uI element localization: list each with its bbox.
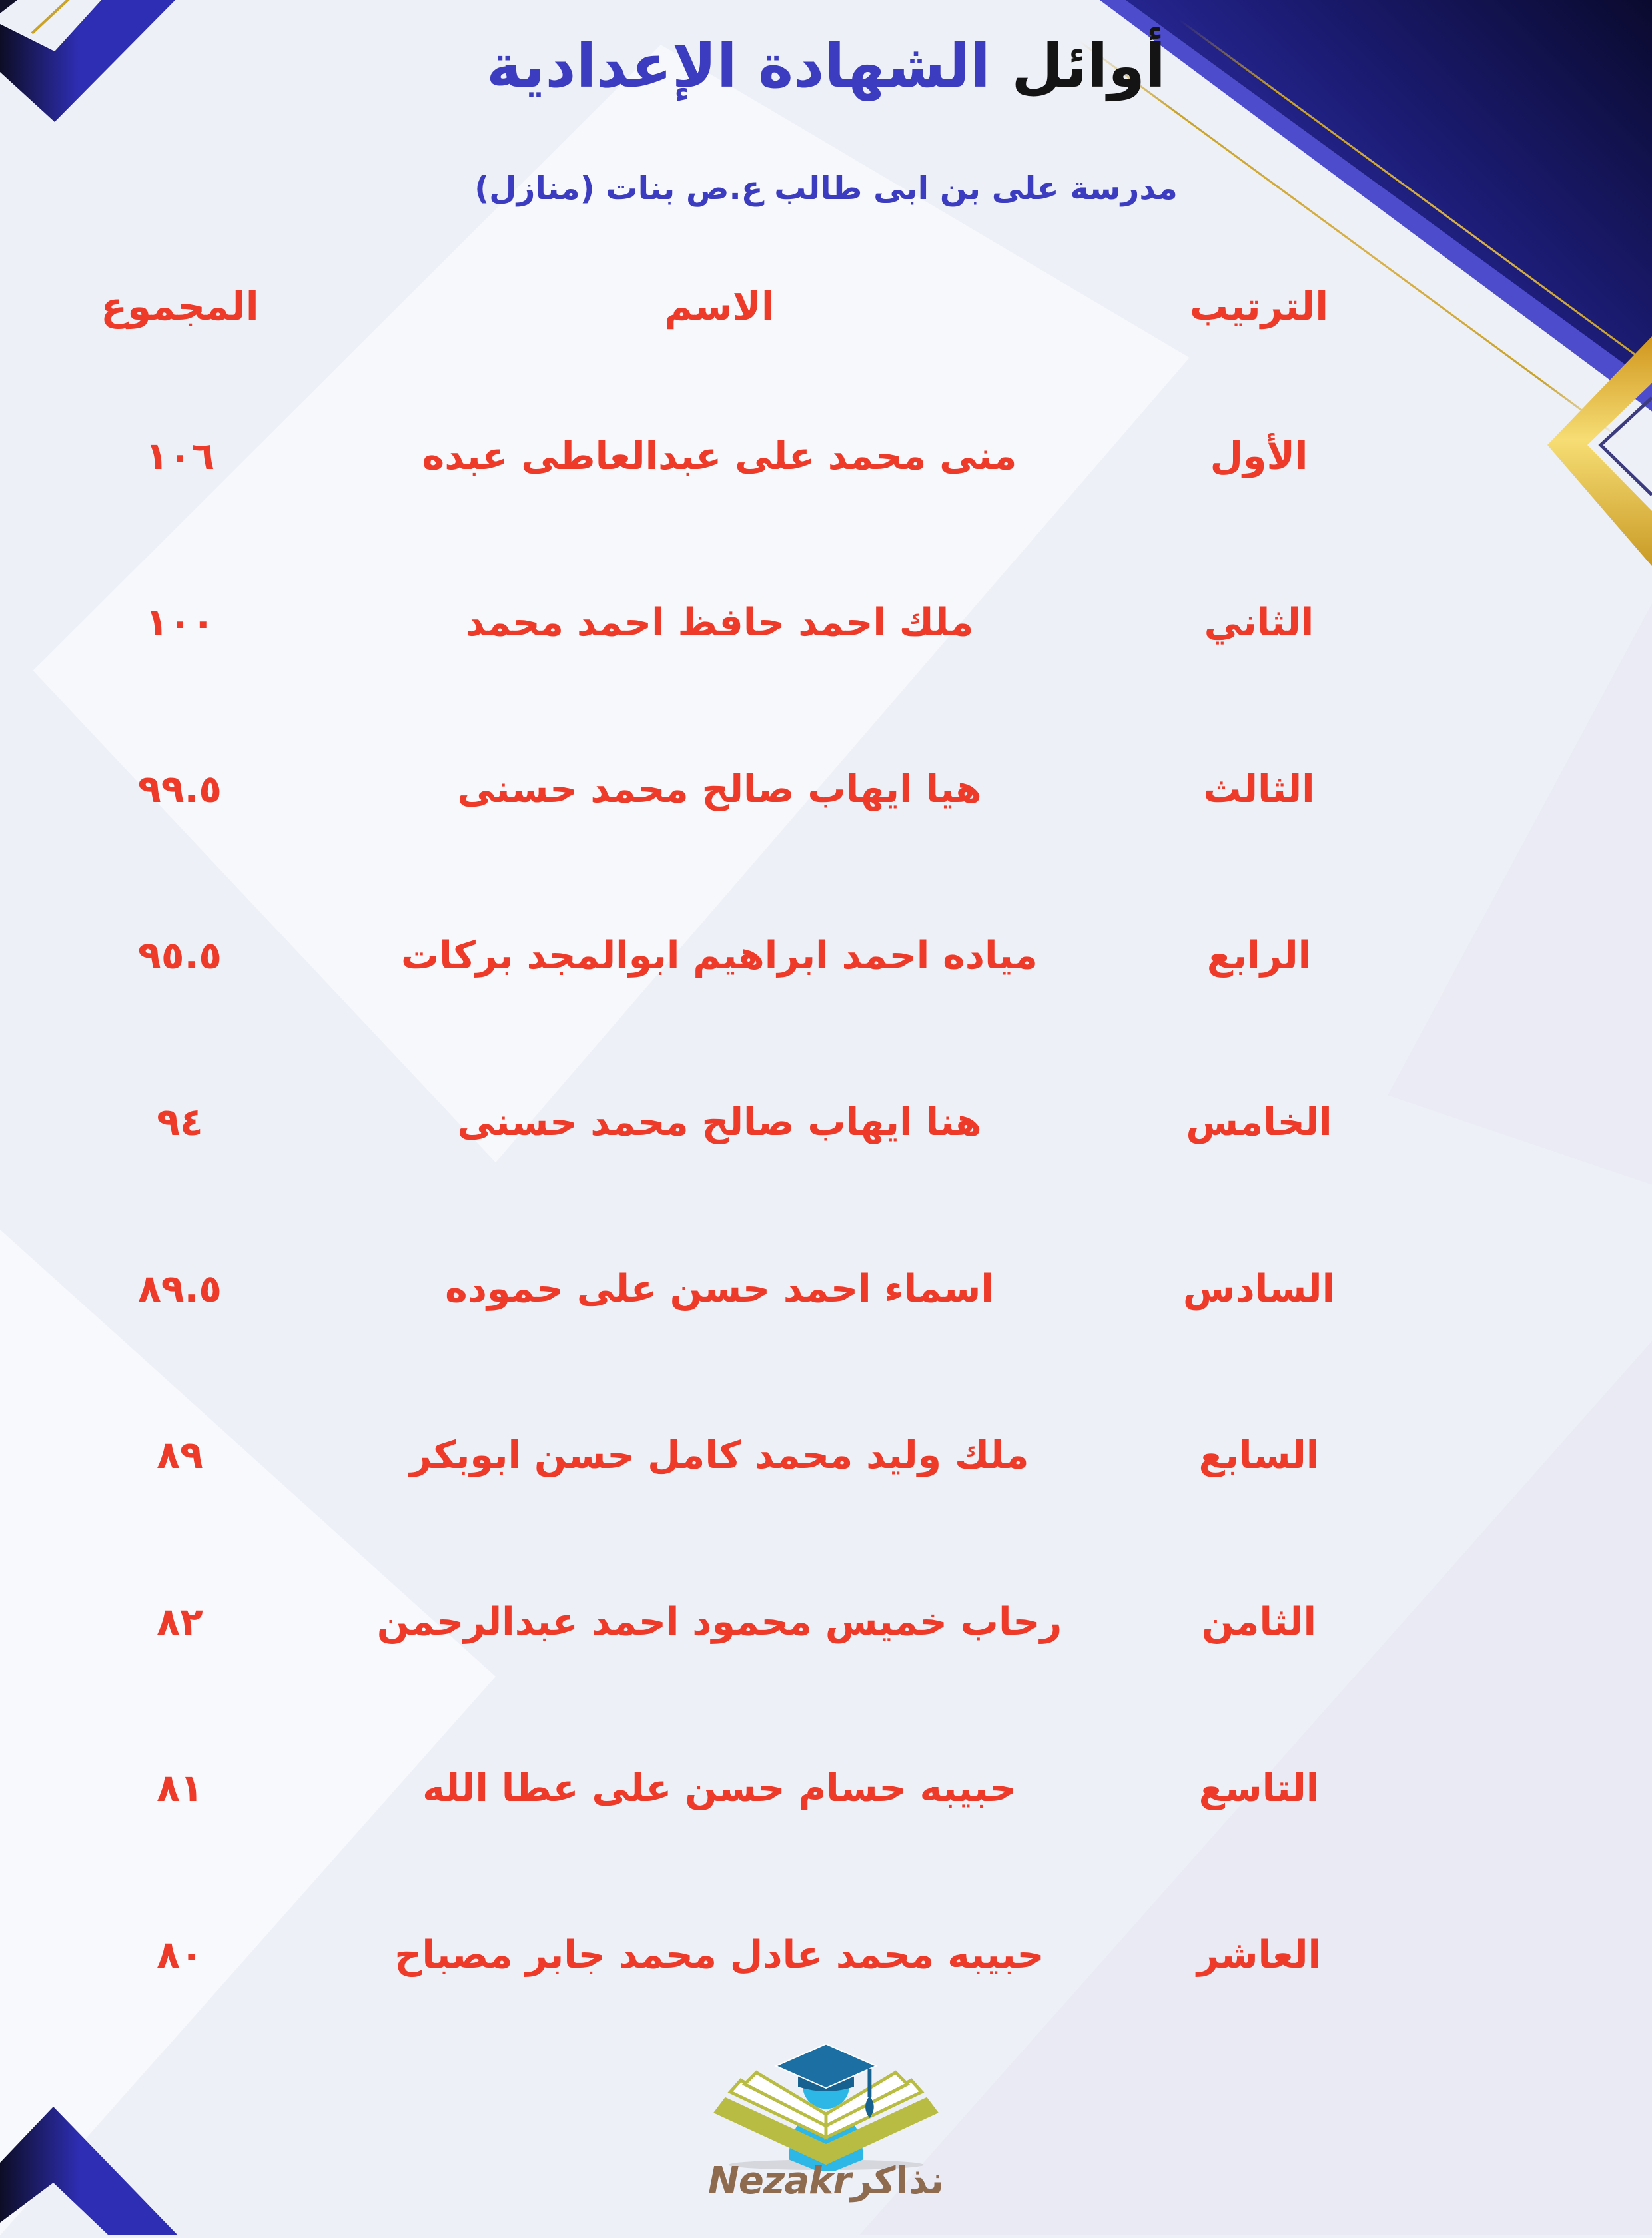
table-row: الخامس هنا ايهاب صالح محمد حسنى ٩٤: [0, 1039, 1652, 1206]
total-cell: ١٠٠: [145, 601, 215, 645]
name-cell: حبيبه محمد عادل محمد جابر مصباح: [394, 1933, 1044, 1977]
name-cell: هنا ايهاب صالح محمد حسنى: [457, 1100, 982, 1144]
name-cell: منى محمد على عبدالعاطى عبده: [422, 434, 1017, 478]
title-word-awael: أوائل: [1011, 31, 1166, 101]
name-cell: حبيبه حسام حسن على عطا الله: [422, 1766, 1017, 1810]
total-cell: ٨٢: [157, 1600, 203, 1644]
gold-chevron-icon: [1542, 336, 1652, 569]
rank-cell: الثالث: [1203, 767, 1315, 811]
table-row: الثاني ملك احمد حافظ احمد محمد ١٠٠: [0, 540, 1652, 706]
name-cell: ملك احمد حافظ احمد محمد: [465, 601, 974, 645]
rank-cell: الثاني: [1204, 601, 1314, 645]
logo-latin-text: Nezakr: [707, 2159, 851, 2203]
rank-cell: السابع: [1198, 1433, 1320, 1477]
title-rest: الشهادة الإعدادية: [486, 31, 991, 101]
logo-arabic-text: نذاكر: [851, 2159, 945, 2203]
total-cell: ٨٩: [157, 1433, 203, 1477]
total-cell: ٨١: [157, 1766, 203, 1810]
rank-cell: التاسع: [1198, 1766, 1320, 1810]
total-cell: ٨٠: [157, 1933, 203, 1977]
corner-chevron-icon: [0, 2098, 180, 2235]
column-header-name: الاسم: [664, 284, 775, 329]
column-header-total: المجموع: [101, 284, 259, 329]
name-cell: هيا ايهاب صالح محمد حسنى: [457, 767, 982, 811]
table-row: الأول منى محمد على عبدالعاطى عبده ١٠٦: [0, 373, 1652, 540]
logo-wordmark: نذاكرNezakr: [0, 2159, 1652, 2203]
page-title: أوائل الشهادة الإعدادية: [0, 0, 1652, 133]
table-header-row: الترتيب الاسم المجموع: [0, 270, 1652, 343]
table-row: العاشر حبيبه محمد عادل محمد جابر مصباح ٨…: [0, 1872, 1652, 2038]
total-cell: ١٠٦: [145, 434, 215, 478]
name-cell: رحاب خميس محمود احمد عبدالرحمن: [376, 1600, 1062, 1644]
rank-cell: الرابع: [1206, 934, 1312, 978]
name-cell: اسماء احمد حسن على حموده: [445, 1267, 994, 1311]
rank-cell: الأول: [1210, 434, 1308, 478]
total-cell: ٩٥.٥: [137, 934, 222, 978]
table-row: الرابع مياده احمد ابراهيم ابوالمجد بركات…: [0, 873, 1652, 1039]
rank-cell: السادس: [1182, 1267, 1336, 1311]
table-row: الثالث هيا ايهاب صالح محمد حسنى ٩٩.٥: [0, 706, 1652, 873]
rank-cell: العاشر: [1196, 1933, 1322, 1977]
school-name: مدرسة على بن ابى طالب ع.ص بنات (منازل): [474, 170, 1178, 207]
table-row: الثامن رحاب خميس محمود احمد عبدالرحمن ٨٢: [0, 1539, 1652, 1705]
total-cell: ٩٤: [157, 1100, 203, 1144]
rank-cell: الخامس: [1186, 1100, 1332, 1144]
graduate-book-icon: [713, 2043, 949, 2175]
table-row: السابع ملك وليد محمد كامل حسن ابوبكر ٨٩: [0, 1372, 1652, 1539]
table-row: السادس اسماء احمد حسن على حموده ٨٩.٥: [0, 1206, 1652, 1372]
table-row: التاسع حبيبه حسام حسن على عطا الله ٨١: [0, 1705, 1652, 1872]
column-header-rank: الترتيب: [1189, 284, 1329, 329]
name-cell: ملك وليد محمد كامل حسن ابوبكر: [410, 1433, 1029, 1477]
corner-chevron-icon: [0, 0, 180, 130]
total-cell: ٩٩.٥: [137, 767, 222, 811]
nezakr-logo: [0, 2035, 1652, 2175]
rank-cell: الثامن: [1201, 1600, 1317, 1644]
name-cell: مياده احمد ابراهيم ابوالمجد بركات: [401, 934, 1038, 978]
total-cell: ٨٩.٥: [137, 1267, 222, 1311]
